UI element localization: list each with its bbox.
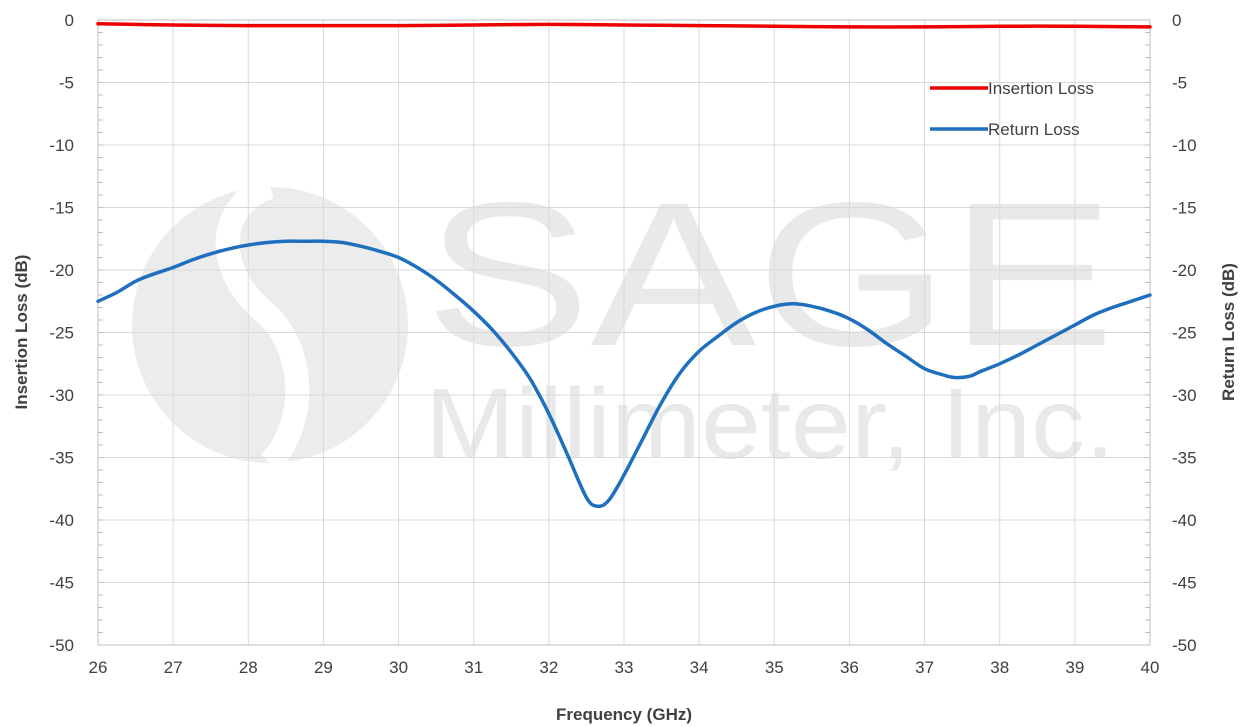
y-tick-label-right: 0 (1172, 11, 1181, 30)
legend-label-insertion-loss: Insertion Loss (988, 79, 1094, 98)
y-tick-label-left: -15 (49, 199, 74, 218)
y-tick-label-right: -45 (1172, 574, 1197, 593)
y-tick-label-left: -5 (59, 74, 74, 93)
y-tick-label-left: -35 (49, 449, 74, 468)
y-tick-label-left: -20 (49, 261, 74, 280)
y-tick-label-right: -20 (1172, 261, 1197, 280)
x-tick-label: 30 (389, 658, 408, 677)
y-tick-label-left: -50 (49, 636, 74, 655)
y-tick-label-left: 0 (65, 11, 74, 30)
x-tick-label: 33 (615, 658, 634, 677)
x-tick-label: 36 (840, 658, 859, 677)
watermark-logo-swoosh (215, 175, 310, 472)
y-axis-left-ticks: 0 -5 -10 -15 -20 -25 -30 -35 -40 -45 -50 (49, 11, 74, 655)
y-tick-label-left: -25 (49, 324, 74, 343)
y-tick-label-left: -40 (49, 511, 74, 530)
x-tick-label: 26 (89, 658, 108, 677)
y-tick-label-left: -30 (49, 386, 74, 405)
x-axis-title: Frequency (GHz) (556, 705, 692, 724)
x-tick-label: 38 (990, 658, 1009, 677)
watermark-text-sub: Millimeter, Inc. (425, 368, 1115, 480)
y-axis-right-title: Return Loss (dB) (1219, 263, 1238, 401)
x-tick-label: 29 (314, 658, 333, 677)
series-line-insertion-loss (96, 22, 1152, 29)
series-line-return-loss (96, 239, 1152, 509)
y-tick-label-right: -5 (1172, 74, 1187, 93)
y-tick-label-right: -30 (1172, 386, 1197, 405)
minor-ticks (98, 19, 1150, 646)
x-tick-label: 31 (464, 658, 483, 677)
grid (97, 19, 1151, 646)
series-layer (96, 22, 1152, 509)
y-tick-label-right: -50 (1172, 636, 1197, 655)
y-tick-label-right: -10 (1172, 136, 1197, 155)
x-tick-label: 34 (690, 658, 709, 677)
y-axis-right-ticks: 0 -5 -10 -15 -20 -25 -30 -35 -40 -45 -50 (1172, 11, 1197, 655)
legend: Insertion Loss Return Loss (930, 79, 1094, 139)
y-tick-label-left: -10 (49, 136, 74, 155)
legend-label-return-loss: Return Loss (988, 120, 1080, 139)
x-tick-label: 27 (164, 658, 183, 677)
watermark-text-main: SAGE (425, 160, 1115, 389)
x-tick-label: 35 (765, 658, 784, 677)
y-tick-label-left: -45 (49, 574, 74, 593)
x-tick-label: 40 (1141, 658, 1160, 677)
y-tick-label-right: -35 (1172, 449, 1197, 468)
x-tick-label: 28 (239, 658, 258, 677)
x-tick-label: 39 (1065, 658, 1084, 677)
x-tick-label: 37 (915, 658, 934, 677)
y-tick-label-right: -25 (1172, 324, 1197, 343)
x-axis-ticks: 26 27 28 29 30 31 32 33 34 35 36 37 38 39 40 (89, 658, 1160, 677)
y-axis-left-title: Insertion Loss (dB) (12, 255, 31, 410)
y-tick-label-right: -15 (1172, 199, 1197, 218)
x-tick-label: 32 (539, 658, 558, 677)
y-tick-label-right: -40 (1172, 511, 1197, 530)
